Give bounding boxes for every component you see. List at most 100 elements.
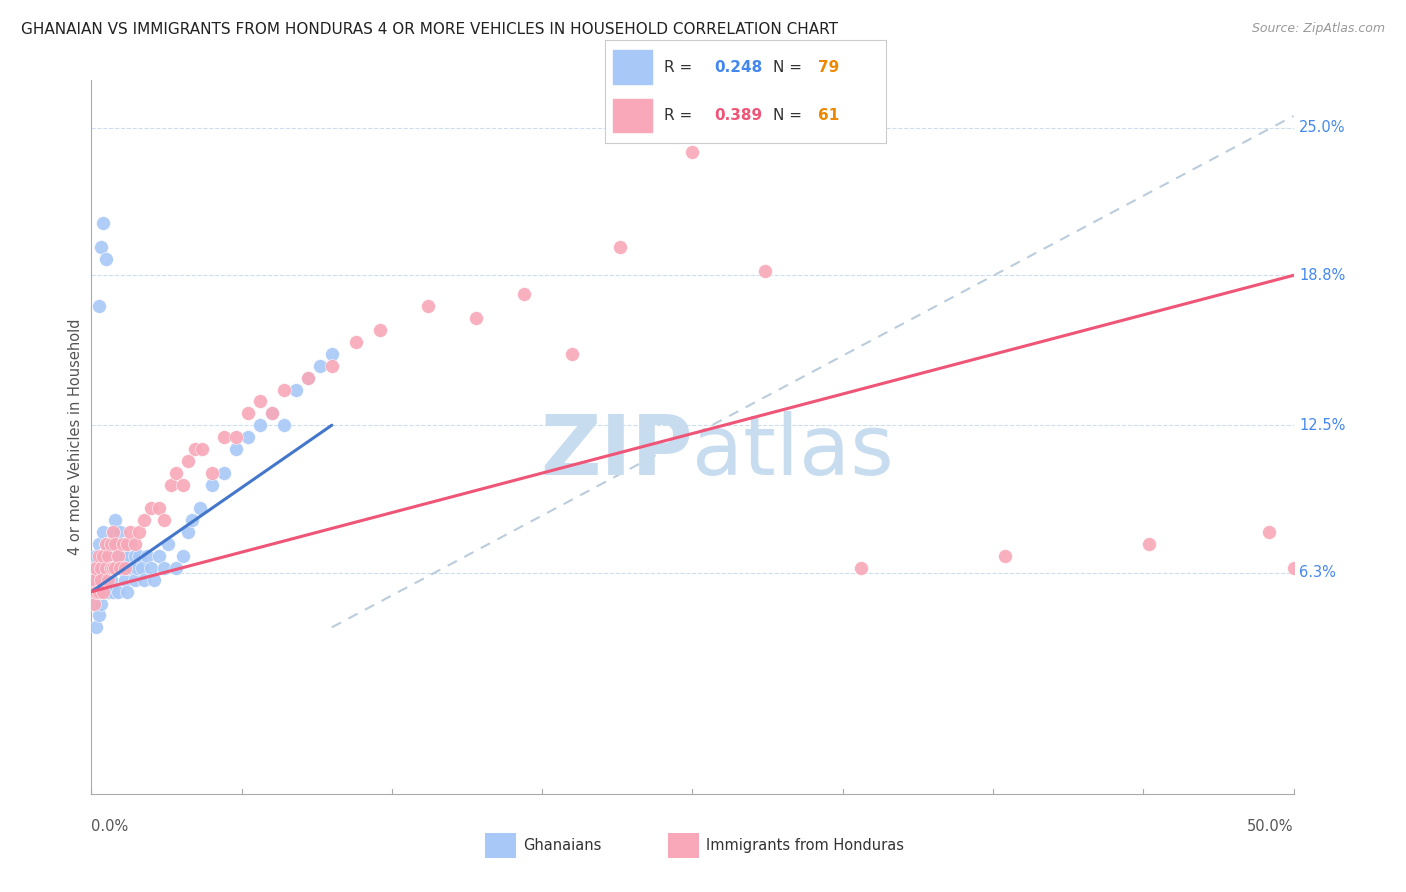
Point <box>84 549 107 563</box>
Point <box>118 525 141 540</box>
Point <box>101 525 124 540</box>
Point <box>104 537 127 551</box>
Point <box>97 549 120 563</box>
Point <box>107 584 129 599</box>
Point <box>83 597 105 611</box>
Point <box>93 549 115 563</box>
Point <box>93 573 115 587</box>
Point <box>416 299 439 313</box>
Point <box>87 561 110 575</box>
Point <box>94 537 117 551</box>
Point <box>1282 561 1305 575</box>
Text: 79: 79 <box>818 60 839 75</box>
Point <box>90 597 112 611</box>
Point <box>101 525 124 540</box>
Point <box>100 561 122 575</box>
Point <box>83 573 105 587</box>
Point <box>118 549 141 563</box>
Point <box>681 145 703 159</box>
Text: Source: ZipAtlas.com: Source: ZipAtlas.com <box>1251 22 1385 36</box>
Point <box>87 584 110 599</box>
Point <box>181 513 204 527</box>
Point <box>128 525 150 540</box>
Point <box>100 573 122 587</box>
Point <box>284 383 307 397</box>
Point <box>90 549 112 563</box>
Point <box>110 525 132 540</box>
Point <box>201 477 224 491</box>
Point <box>176 525 198 540</box>
Point <box>94 584 117 599</box>
Point <box>97 549 120 563</box>
Point <box>111 561 134 575</box>
Text: R =: R = <box>664 108 697 123</box>
Point <box>249 418 271 433</box>
Point <box>83 561 105 575</box>
Text: 0.0%: 0.0% <box>91 819 128 834</box>
Point <box>297 370 319 384</box>
Point <box>94 537 117 551</box>
Point <box>84 561 107 575</box>
Point <box>87 549 110 563</box>
Point <box>118 537 141 551</box>
Point <box>110 561 132 575</box>
Point <box>212 430 235 444</box>
Point <box>236 430 259 444</box>
Point <box>225 442 247 456</box>
Point <box>273 383 295 397</box>
Point <box>135 549 157 563</box>
Point <box>513 287 536 301</box>
Point <box>260 406 283 420</box>
Point <box>157 537 180 551</box>
Point <box>297 370 319 384</box>
Point <box>344 334 367 349</box>
Point <box>101 584 124 599</box>
Point <box>165 466 187 480</box>
Point <box>100 561 122 575</box>
Text: Ghanaians: Ghanaians <box>523 838 602 853</box>
Point <box>93 525 115 540</box>
Point <box>94 549 117 563</box>
Point <box>159 477 181 491</box>
Point <box>128 549 150 563</box>
Y-axis label: 4 or more Vehicles in Household: 4 or more Vehicles in Household <box>67 318 83 556</box>
Point <box>124 573 146 587</box>
Point <box>754 263 776 277</box>
Text: 12.5%: 12.5% <box>1299 417 1346 433</box>
Point <box>188 501 211 516</box>
Text: 18.8%: 18.8% <box>1299 268 1346 283</box>
Point <box>260 406 283 420</box>
Point <box>148 549 170 563</box>
Point <box>90 573 112 587</box>
Point <box>90 561 112 575</box>
Point <box>104 561 127 575</box>
Point <box>110 561 132 575</box>
Point <box>90 240 112 254</box>
Point <box>236 406 259 420</box>
Point <box>165 561 187 575</box>
Point <box>148 501 170 516</box>
Point <box>124 537 146 551</box>
Text: 0.389: 0.389 <box>714 108 762 123</box>
Point <box>249 394 271 409</box>
Point <box>117 537 139 551</box>
Point <box>114 549 136 563</box>
Point <box>93 549 115 563</box>
Point <box>97 584 120 599</box>
Text: N =: N = <box>773 108 807 123</box>
Point <box>184 442 207 456</box>
Text: 6.3%: 6.3% <box>1299 566 1336 580</box>
Point <box>1137 537 1160 551</box>
Point <box>93 584 115 599</box>
Text: 50.0%: 50.0% <box>1247 819 1294 834</box>
Point <box>94 252 117 266</box>
Point <box>87 537 110 551</box>
Point <box>321 347 343 361</box>
Point <box>107 549 129 563</box>
Point <box>117 561 139 575</box>
Point <box>94 561 117 575</box>
Point <box>172 477 194 491</box>
Point <box>561 347 583 361</box>
Point <box>465 311 488 326</box>
Point <box>368 323 391 337</box>
